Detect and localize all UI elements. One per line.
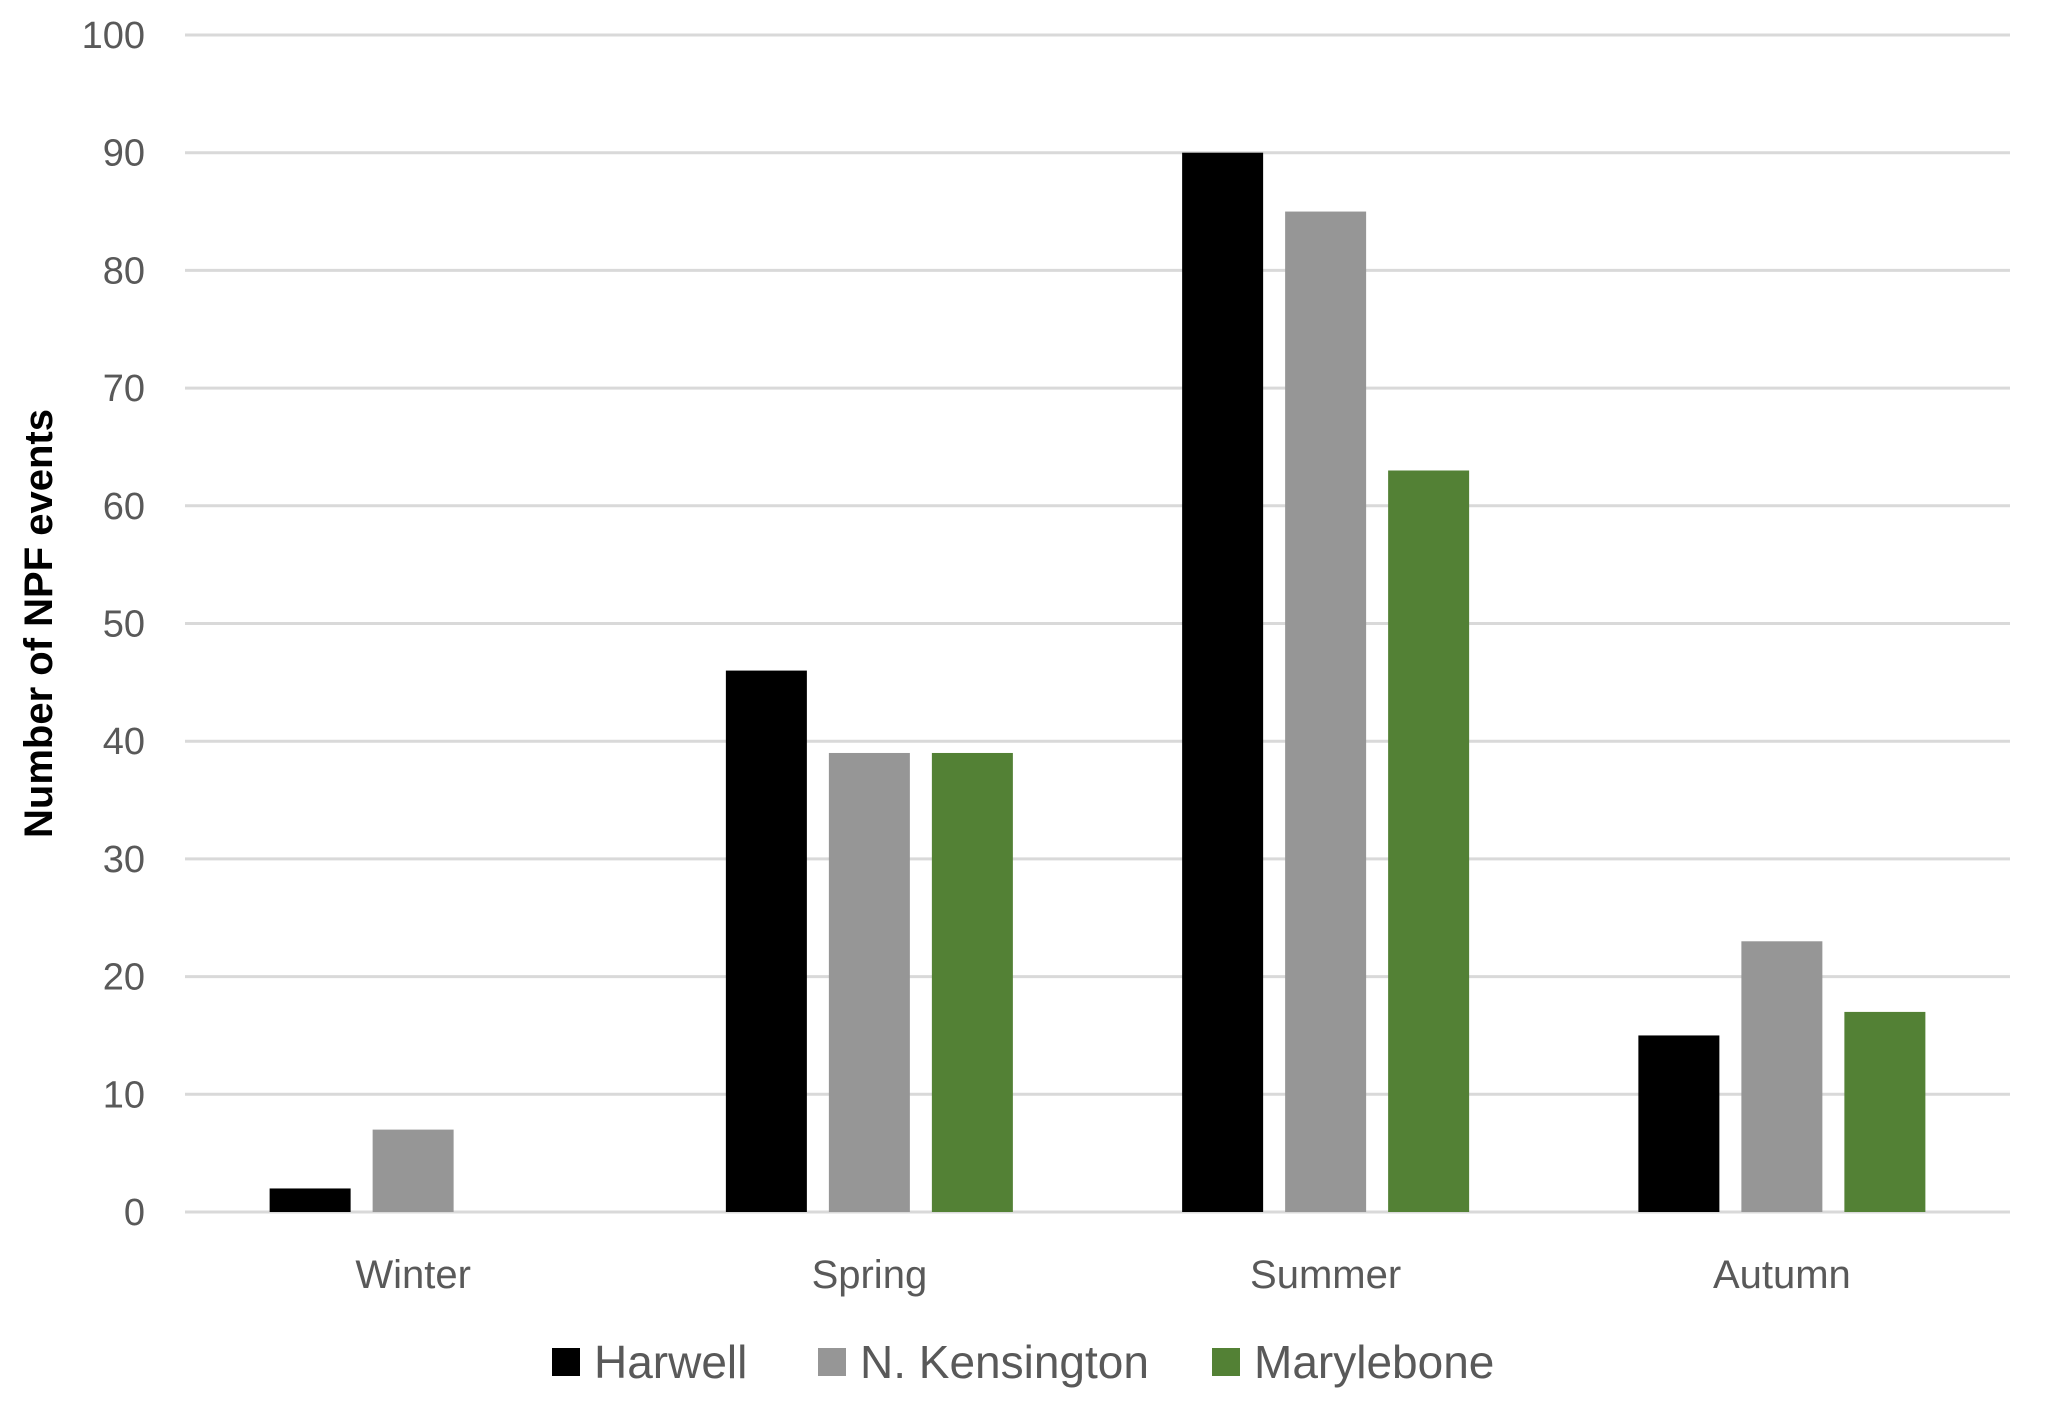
x-category-label-winter: Winter: [355, 1253, 471, 1297]
y-tick-labels: 0 10 20 30 40 50 60 70 80 90 100: [82, 15, 145, 1234]
bar-spring-harwell: [725, 670, 807, 1212]
legend-swatch-n-kensington: [818, 1348, 846, 1376]
y-tick-label-0: 0: [124, 1192, 145, 1234]
y-tick-label-30: 30: [103, 839, 145, 881]
x-category-labels: Winter Spring Summer Autumn: [355, 1253, 1850, 1297]
bar-winter-n-kensington: [372, 1129, 454, 1212]
bar-autumn-marylebone: [1844, 1011, 1926, 1212]
y-tick-label-40: 40: [103, 721, 145, 763]
x-category-label-spring: Spring: [812, 1253, 928, 1297]
legend-label-n-kensington: N. Kensington: [860, 1336, 1149, 1388]
y-tick-label-50: 50: [103, 604, 145, 646]
y-tick-label-60: 60: [103, 486, 145, 528]
legend-swatch-harwell: [552, 1348, 580, 1376]
y-axis-title: Number of NPF events: [17, 409, 61, 838]
x-category-label-autumn: Autumn: [1713, 1253, 1851, 1297]
grid-layer: [185, 33, 2010, 1214]
y-tick-label-20: 20: [103, 957, 145, 999]
bar-spring-n-kensington: [828, 752, 910, 1212]
bar-spring-marylebone: [931, 752, 1013, 1212]
bar-summer-marylebone: [1388, 470, 1470, 1212]
y-tick-label-70: 70: [103, 368, 145, 410]
bar-summer-n-kensington: [1285, 211, 1367, 1213]
y-tick-label-80: 80: [103, 250, 145, 292]
legend-label-marylebone: Marylebone: [1254, 1336, 1494, 1388]
legend-label-harwell: Harwell: [594, 1336, 747, 1388]
y-tick-label-100: 100: [82, 15, 145, 57]
x-category-label-summer: Summer: [1250, 1253, 1401, 1297]
legend: Harwell N. Kensington Marylebone: [552, 1336, 1494, 1388]
bar-summer-harwell: [1182, 152, 1264, 1213]
bars: [269, 152, 1926, 1213]
bar-autumn-n-kensington: [1741, 941, 1823, 1212]
y-tick-label-10: 10: [103, 1074, 145, 1116]
y-tick-label-90: 90: [103, 133, 145, 175]
bar-autumn-harwell: [1638, 1035, 1720, 1212]
bar-winter-harwell: [269, 1188, 351, 1212]
legend-swatch-marylebone: [1212, 1348, 1240, 1376]
